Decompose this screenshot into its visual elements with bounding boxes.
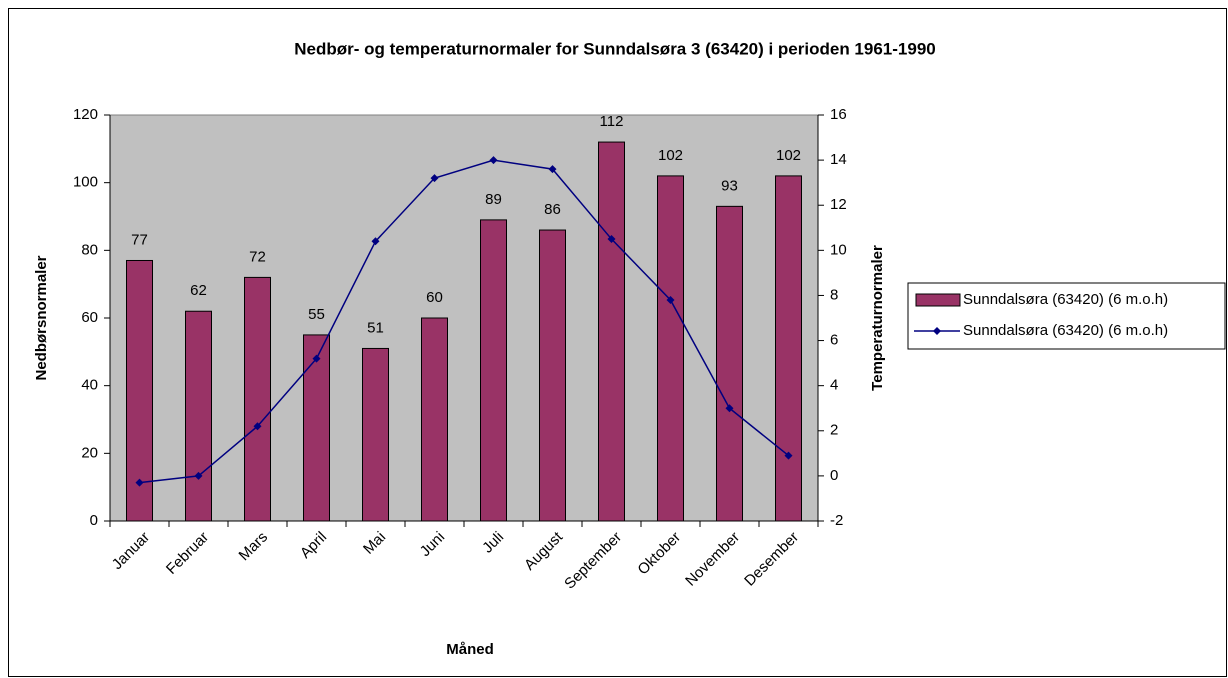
bar [185, 310, 212, 522]
legend-label: Sunndalsøra (63420) (6 m.o.h) [963, 291, 1168, 308]
bar [539, 229, 566, 522]
y2-tick-label: 6 [830, 332, 838, 349]
y-axis-title: Nedbørsnormaler [33, 255, 50, 380]
bar [244, 276, 271, 522]
marker [430, 174, 439, 183]
marker [135, 478, 144, 487]
data-label: 102 [658, 147, 683, 164]
marker [784, 451, 793, 460]
x-axis-title: Måned [446, 641, 494, 658]
marker [666, 295, 675, 304]
plot-area [109, 114, 819, 522]
legend-swatch [915, 293, 961, 307]
y2-tick-label: 8 [830, 286, 838, 303]
data-label: 112 [600, 113, 624, 130]
marker [371, 237, 380, 246]
chart-title: Nedbør- og temperaturnormaler for Sunnda… [294, 39, 935, 58]
data-label: 55 [308, 306, 325, 323]
bar [716, 205, 743, 522]
y2-tick-label: 16 [830, 106, 847, 123]
y2-tick-label: 10 [830, 241, 847, 258]
y2-tick-label: 14 [830, 151, 847, 168]
legend-marker [933, 327, 941, 335]
legend-box [907, 282, 1226, 350]
marker [725, 404, 734, 413]
y2-axis-title: Temperaturnormaler [869, 245, 886, 391]
bar [598, 141, 625, 522]
data-label: 86 [544, 201, 561, 218]
y-tick-label: 0 [90, 512, 98, 529]
y2-tick-label: -2 [830, 512, 843, 529]
bar [421, 317, 448, 522]
y2-tick-label: 0 [830, 467, 838, 484]
bar [303, 334, 330, 522]
data-label: 51 [367, 319, 384, 336]
line [139, 159, 789, 484]
legend-label: Sunndalsøra (63420) (6 m.o.h) [963, 322, 1168, 339]
marker [548, 165, 557, 174]
data-label: 77 [131, 231, 148, 248]
data-label: 93 [721, 177, 738, 194]
data-label: 89 [485, 191, 502, 208]
y-tick-label: 40 [81, 377, 98, 394]
y-tick-label: 120 [73, 106, 98, 123]
marker [253, 422, 262, 431]
y2-tick-label: 12 [830, 196, 847, 213]
marker [194, 471, 203, 480]
marker [489, 156, 498, 165]
bar [126, 259, 153, 522]
marker [312, 354, 321, 363]
marker [607, 235, 616, 244]
y-tick-label: 20 [81, 444, 98, 461]
bar [775, 175, 802, 522]
data-label: 102 [776, 147, 801, 164]
y2-tick-label: 2 [830, 422, 838, 439]
bar [480, 219, 507, 522]
data-label: 60 [426, 289, 443, 306]
y2-tick-label: 4 [830, 377, 838, 394]
data-label: 62 [190, 282, 207, 299]
y-tick-label: 80 [81, 241, 98, 258]
data-label: 72 [249, 248, 266, 265]
y-tick-label: 60 [81, 309, 98, 326]
bar [657, 175, 684, 522]
y-tick-label: 100 [73, 174, 98, 191]
bar [362, 347, 389, 522]
